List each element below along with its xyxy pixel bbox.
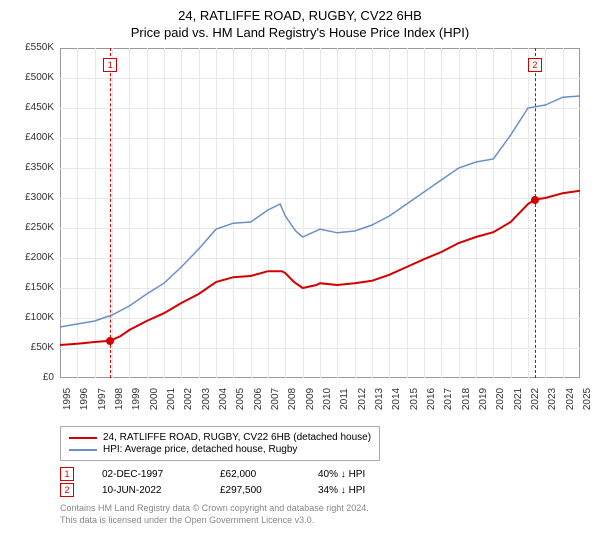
series-line-price_paid xyxy=(60,191,580,345)
event-price: £62,000 xyxy=(220,469,290,480)
event-row: 2 10-JUN-2022 £297,500 34% ↓ HPI xyxy=(60,483,590,497)
event-date: 02-DEC-1997 xyxy=(102,469,192,480)
x-tick-label: 2015 xyxy=(409,384,420,414)
x-tick-label: 2016 xyxy=(426,384,437,414)
event-marker-icon: 2 xyxy=(60,483,74,497)
legend-label: HPI: Average price, detached house, Rugb… xyxy=(103,444,297,455)
line-layer xyxy=(10,48,580,378)
x-tick-label: 2001 xyxy=(166,384,177,414)
legend-swatch xyxy=(69,437,97,439)
x-tick-label: 2007 xyxy=(270,384,281,414)
chart-container: 24, RATLIFFE ROAD, RUGBY, CV22 6HB Price… xyxy=(0,0,600,534)
legend-swatch xyxy=(69,449,97,451)
x-tick-label: 1998 xyxy=(114,384,125,414)
x-tick-label: 2018 xyxy=(461,384,472,414)
chart-area: £0£50K£100K£150K£200K£250K£300K£350K£400… xyxy=(10,48,590,418)
x-tick-label: 2020 xyxy=(495,384,506,414)
x-tick-label: 2008 xyxy=(287,384,298,414)
x-tick-label: 2004 xyxy=(218,384,229,414)
event-row: 1 02-DEC-1997 £62,000 40% ↓ HPI xyxy=(60,467,590,481)
event-marker-icon: 1 xyxy=(60,467,74,481)
x-tick-label: 2025 xyxy=(582,384,593,414)
x-tick-label: 1996 xyxy=(79,384,90,414)
x-tick-label: 2017 xyxy=(443,384,454,414)
x-tick-label: 2013 xyxy=(374,384,385,414)
chart-subtitle: Price paid vs. HM Land Registry's House … xyxy=(10,25,590,40)
event-date: 10-JUN-2022 xyxy=(102,485,192,496)
x-tick-label: 2009 xyxy=(305,384,316,414)
x-tick-label: 2012 xyxy=(357,384,368,414)
footer: Contains HM Land Registry data © Crown c… xyxy=(60,503,590,526)
x-tick-label: 2003 xyxy=(201,384,212,414)
event-delta: 40% ↓ HPI xyxy=(318,469,408,480)
x-tick-label: 2005 xyxy=(235,384,246,414)
legend-row: 24, RATLIFFE ROAD, RUGBY, CV22 6HB (deta… xyxy=(69,432,371,443)
x-tick-label: 2023 xyxy=(547,384,558,414)
legend: 24, RATLIFFE ROAD, RUGBY, CV22 6HB (deta… xyxy=(60,426,380,461)
x-tick-label: 2019 xyxy=(478,384,489,414)
x-tick-label: 1995 xyxy=(62,384,73,414)
x-tick-label: 2022 xyxy=(530,384,541,414)
x-tick-label: 2006 xyxy=(253,384,264,414)
x-tick-label: 2011 xyxy=(339,384,350,414)
chart-title: 24, RATLIFFE ROAD, RUGBY, CV22 6HB xyxy=(10,8,590,23)
legend-label: 24, RATLIFFE ROAD, RUGBY, CV22 6HB (deta… xyxy=(103,432,371,443)
event-delta: 34% ↓ HPI xyxy=(318,485,408,496)
footer-line: Contains HM Land Registry data © Crown c… xyxy=(60,503,590,515)
x-tick-label: 1997 xyxy=(97,384,108,414)
event-table: 1 02-DEC-1997 £62,000 40% ↓ HPI 2 10-JUN… xyxy=(60,467,590,497)
x-tick-label: 2021 xyxy=(513,384,524,414)
event-price: £297,500 xyxy=(220,485,290,496)
x-tick-label: 2000 xyxy=(149,384,160,414)
footer-line: This data is licensed under the Open Gov… xyxy=(60,515,590,527)
x-tick-label: 2024 xyxy=(565,384,576,414)
x-tick-label: 2010 xyxy=(322,384,333,414)
series-line-hpi xyxy=(60,96,580,327)
x-tick-label: 1999 xyxy=(131,384,142,414)
x-tick-label: 2014 xyxy=(391,384,402,414)
legend-row: HPI: Average price, detached house, Rugb… xyxy=(69,444,371,455)
x-tick-label: 2002 xyxy=(183,384,194,414)
